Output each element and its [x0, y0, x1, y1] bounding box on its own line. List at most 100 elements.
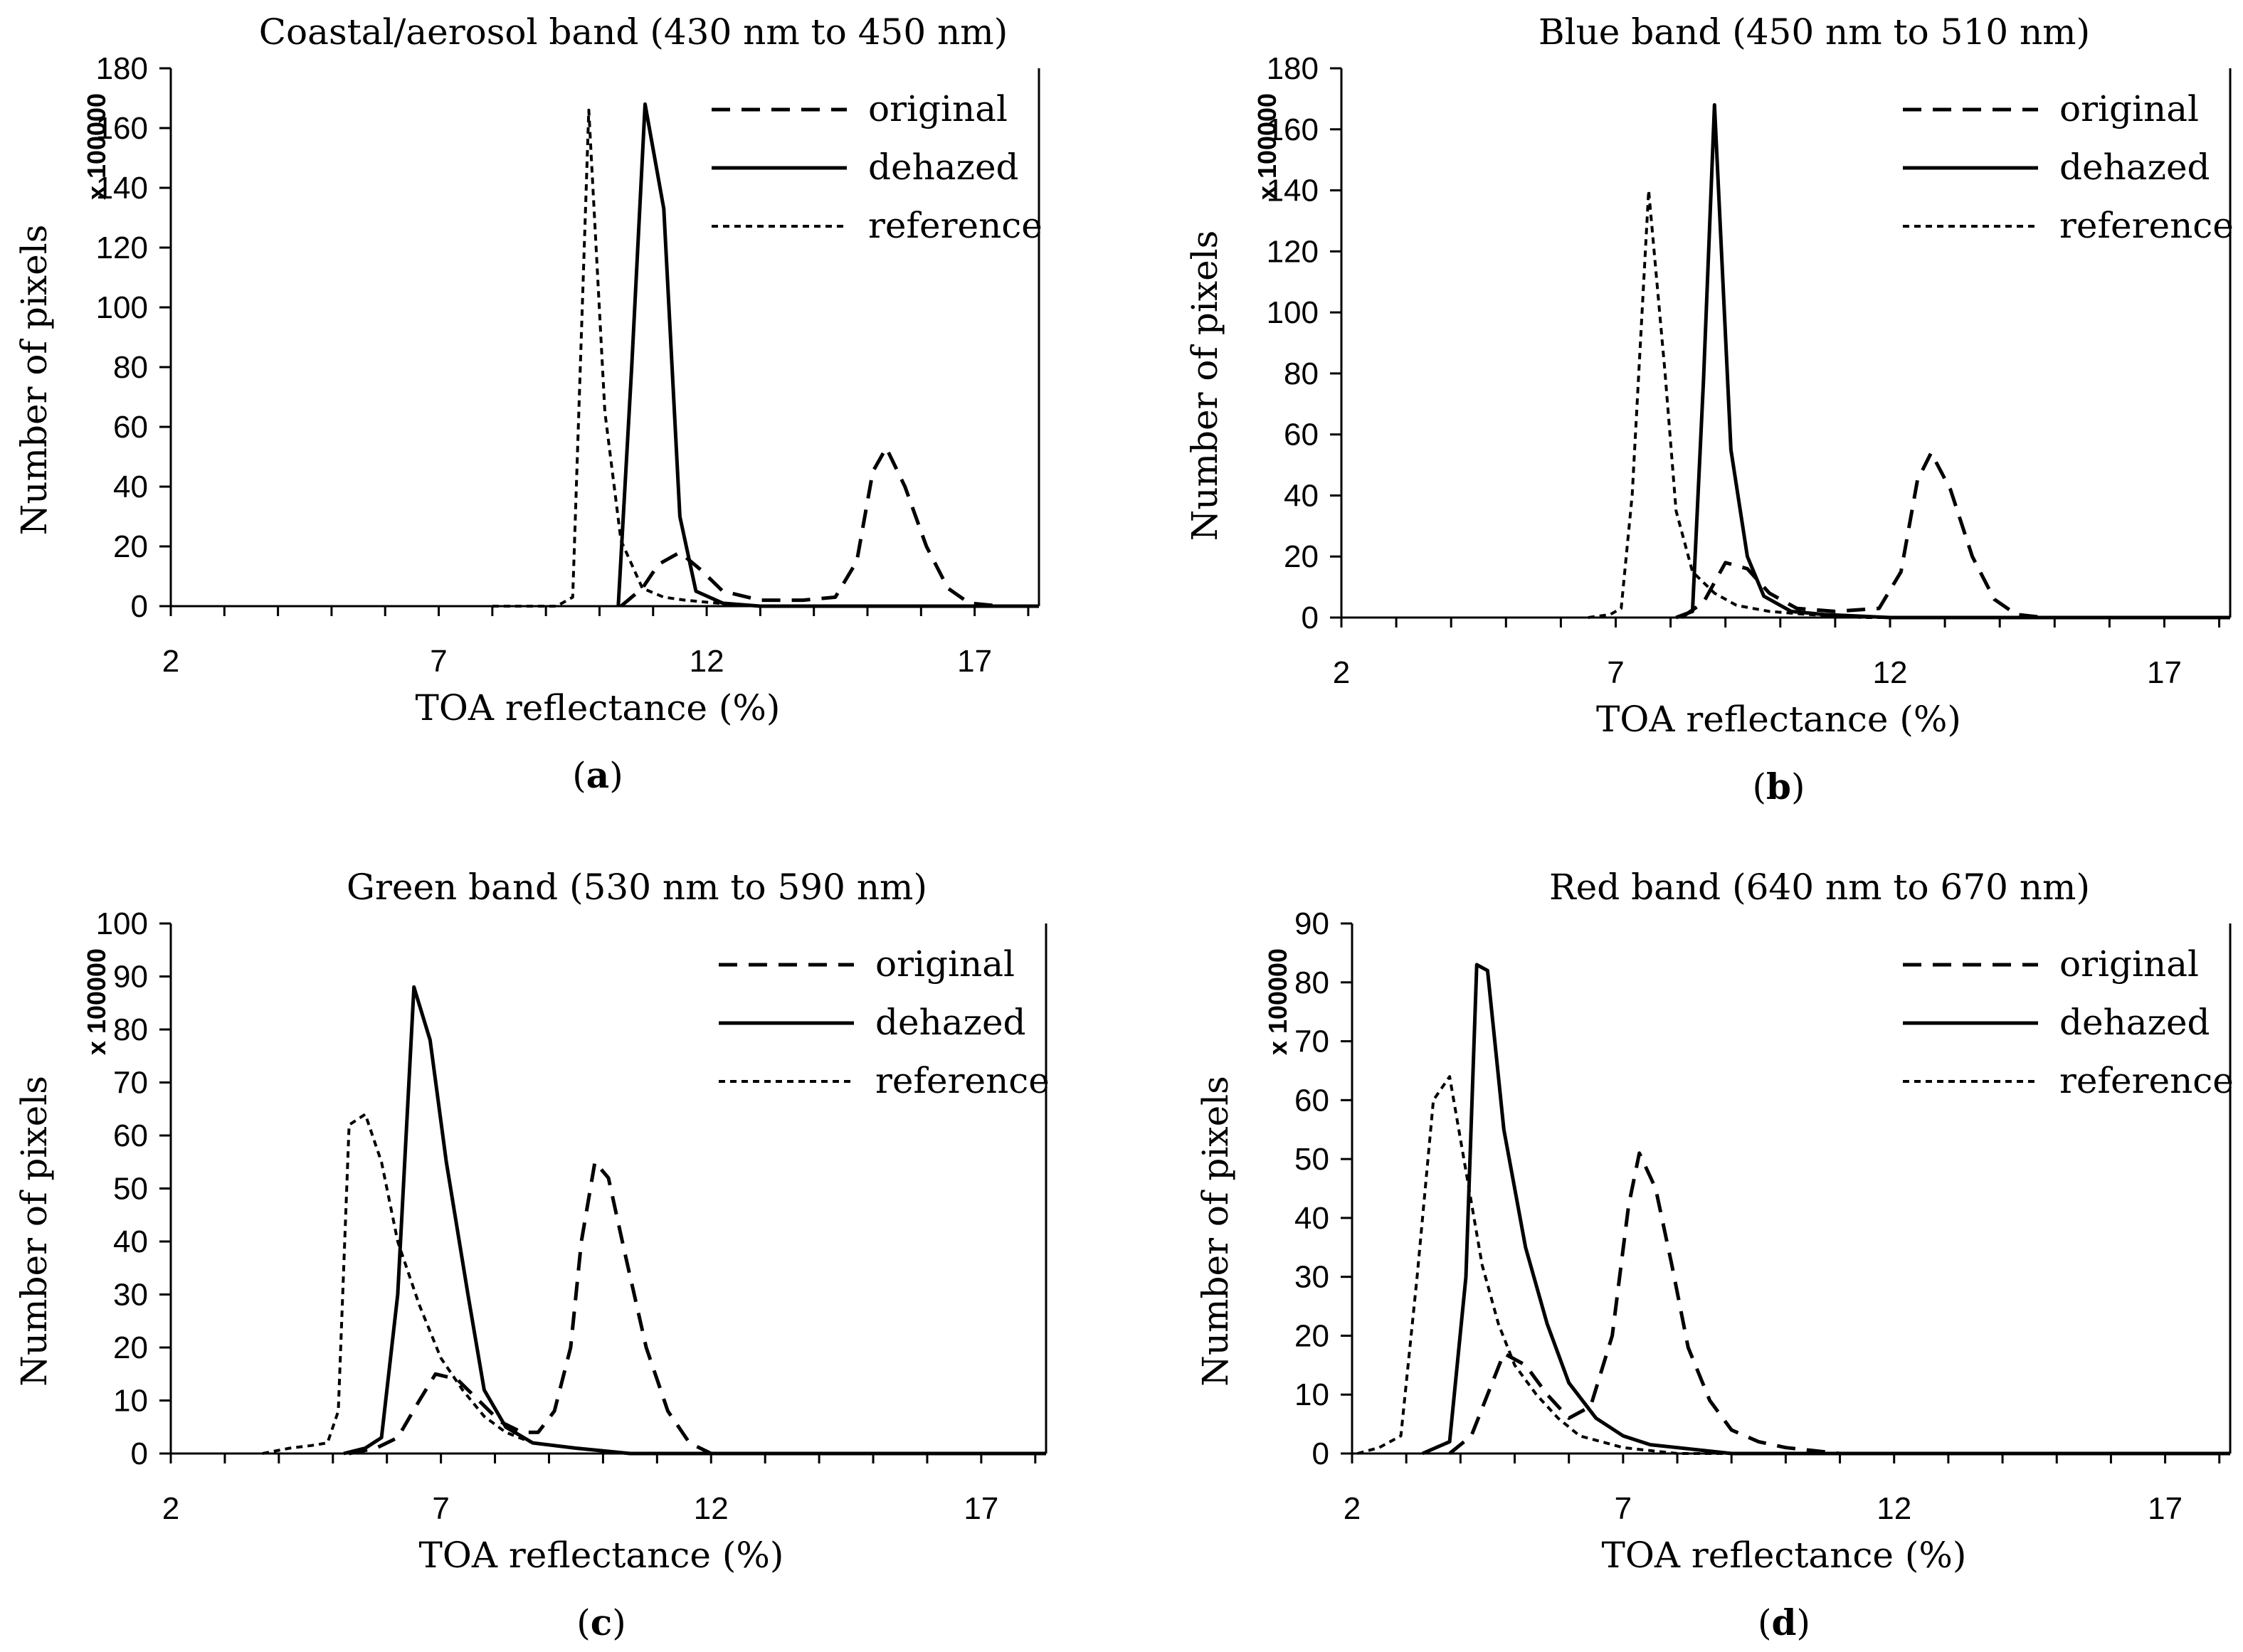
- panel-label: (a): [572, 754, 623, 796]
- panel-label-close-paren: ): [612, 1602, 626, 1643]
- x-tick-label: 2: [162, 644, 179, 679]
- panel-label-close-paren: ): [1796, 1602, 1810, 1643]
- series-line-reference: [492, 108, 1039, 608]
- y-tick-label: 50: [1294, 1142, 1329, 1177]
- y-scale-factor-label: x 100000: [1252, 93, 1282, 200]
- y-tick-label: 90: [1294, 906, 1329, 941]
- legend-label-reference: reference: [2059, 205, 2234, 246]
- panel-label-close-paren: ): [1791, 766, 1805, 808]
- series-line-original: [349, 1160, 1046, 1456]
- series-line-reference: [262, 1113, 1046, 1455]
- panel-d: Red band (640 nm to 670 nm) 2 7 12 17 0 10 20 30…: [1195, 867, 2234, 1643]
- panel-label-letter: b: [1766, 766, 1791, 808]
- x-tick-label: 2: [1333, 655, 1350, 690]
- y-axis-label: Number of pixels: [1195, 1076, 1236, 1387]
- y-tick-label: 70: [1294, 1024, 1329, 1059]
- y-tick-label: 40: [113, 470, 148, 504]
- chart-title: Red band (640 nm to 670 nm): [1549, 867, 2090, 908]
- y-tick-label: 60: [113, 1118, 148, 1153]
- panel-label-letter: d: [1772, 1601, 1797, 1643]
- y-tick-label: 40: [1294, 1201, 1329, 1236]
- y-tick-label: 60: [1284, 418, 1319, 452]
- legend-label-reference: reference: [2059, 1060, 2234, 1101]
- chart-title: Green band (530 nm to 590 nm): [347, 867, 927, 908]
- y-tick-label: 20: [1284, 539, 1319, 574]
- y-tick-label: 50: [113, 1172, 148, 1207]
- y-tick-label: 180: [96, 51, 148, 86]
- y-scale-factor-label: x 100000: [1263, 948, 1292, 1055]
- x-tick-label: 7: [1607, 655, 1624, 690]
- y-tick-label: 20: [113, 1330, 148, 1365]
- x-tick-label: 17: [957, 644, 992, 679]
- x-axis-label: TOA reflectance (%): [1602, 1535, 1967, 1576]
- x-tick-label: 12: [1877, 1491, 1911, 1526]
- y-tick-label: 120: [96, 231, 148, 265]
- y-tick-label: 0: [1302, 600, 1319, 635]
- legend-label-reference: reference: [868, 205, 1043, 246]
- y-tick-label: 30: [1294, 1260, 1329, 1295]
- x-axis-label: TOA reflectance (%): [419, 1535, 784, 1576]
- y-tick-label: 60: [1294, 1083, 1329, 1118]
- y-scale-factor-label: x 100000: [82, 948, 111, 1055]
- x-tick-label: 12: [690, 644, 724, 679]
- y-tick-label: 80: [1284, 356, 1319, 391]
- x-tick-label: 12: [694, 1491, 729, 1526]
- y-tick-label: 120: [1267, 234, 1319, 269]
- y-axis-label: Number of pixels: [14, 225, 55, 536]
- series-line-original: [619, 445, 1039, 608]
- panel-label-close-paren: ): [609, 755, 623, 796]
- panel-c: Green band (530 nm to 590 nm) 2 7 12 17 0 10 20…: [14, 867, 1050, 1643]
- series-line-original: [1680, 450, 2230, 620]
- series-line-original: [1448, 1151, 2230, 1456]
- series-line-dehazed: [1422, 963, 2230, 1456]
- y-tick-label: 80: [113, 1012, 148, 1047]
- x-tick-label: 17: [964, 1491, 998, 1526]
- panel-label-open-paren: (: [572, 755, 586, 796]
- y-tick-label: 180: [1267, 51, 1319, 86]
- y-tick-label: 80: [113, 350, 148, 385]
- y-tick-label: 0: [131, 589, 148, 624]
- y-tick-label: 100: [96, 906, 148, 941]
- panel-label: (c): [576, 1601, 626, 1643]
- panel-b: Blue band (450 nm to 510 nm) 2 7 12 17 0 20 40 6…: [1184, 11, 2234, 808]
- x-tick-label: 7: [430, 644, 447, 679]
- panel-label-letter: c: [591, 1601, 612, 1643]
- y-tick-label: 40: [1284, 478, 1319, 513]
- y-tick-label: 0: [131, 1436, 148, 1471]
- x-axis-label: TOA reflectance (%): [1596, 699, 1961, 740]
- legend-label-dehazed: dehazed: [875, 1002, 1026, 1043]
- x-tick-label: 17: [2147, 655, 2182, 690]
- x-tick-label: 7: [1615, 1491, 1632, 1526]
- y-axis-label: Number of pixels: [14, 1076, 55, 1387]
- y-tick-label: 0: [1312, 1436, 1329, 1471]
- legend-label-original: original: [2059, 943, 2199, 985]
- y-tick-label: 100: [96, 290, 148, 325]
- y-tick-label: 60: [113, 410, 148, 445]
- panel-label-letter: a: [586, 754, 609, 796]
- y-axis-label: Number of pixels: [1184, 231, 1225, 541]
- legend-label-dehazed: dehazed: [2059, 147, 2210, 188]
- x-tick-label: 2: [162, 1491, 179, 1526]
- series-line-reference: [1588, 189, 2230, 619]
- y-tick-label: 100: [1267, 295, 1319, 330]
- panel-label: (b): [1753, 766, 1805, 808]
- y-tick-label: 20: [113, 529, 148, 564]
- panel-a: Coastal/aerosol band (430 nm to 450 nm) 2…: [14, 11, 1043, 796]
- y-tick-label: 40: [113, 1224, 148, 1259]
- panel-label: (d): [1758, 1601, 1810, 1643]
- x-tick-label: 7: [432, 1491, 449, 1526]
- y-tick-label: 30: [113, 1278, 148, 1313]
- y-tick-label: 140: [1267, 174, 1319, 208]
- legend-label-reference: reference: [875, 1060, 1050, 1101]
- legend-label-dehazed: dehazed: [868, 147, 1019, 188]
- y-tick-label: 70: [113, 1066, 148, 1101]
- y-tick-label: 10: [1294, 1377, 1329, 1412]
- x-axis-label: TOA reflectance (%): [416, 687, 781, 729]
- y-tick-label: 80: [1294, 965, 1329, 1000]
- panel-label-open-paren: (: [1758, 1602, 1772, 1643]
- series-line-reference: [1357, 1075, 2230, 1455]
- y-tick-label: 160: [96, 111, 148, 146]
- legend-label-original: original: [875, 943, 1015, 985]
- y-tick-label: 10: [113, 1384, 148, 1419]
